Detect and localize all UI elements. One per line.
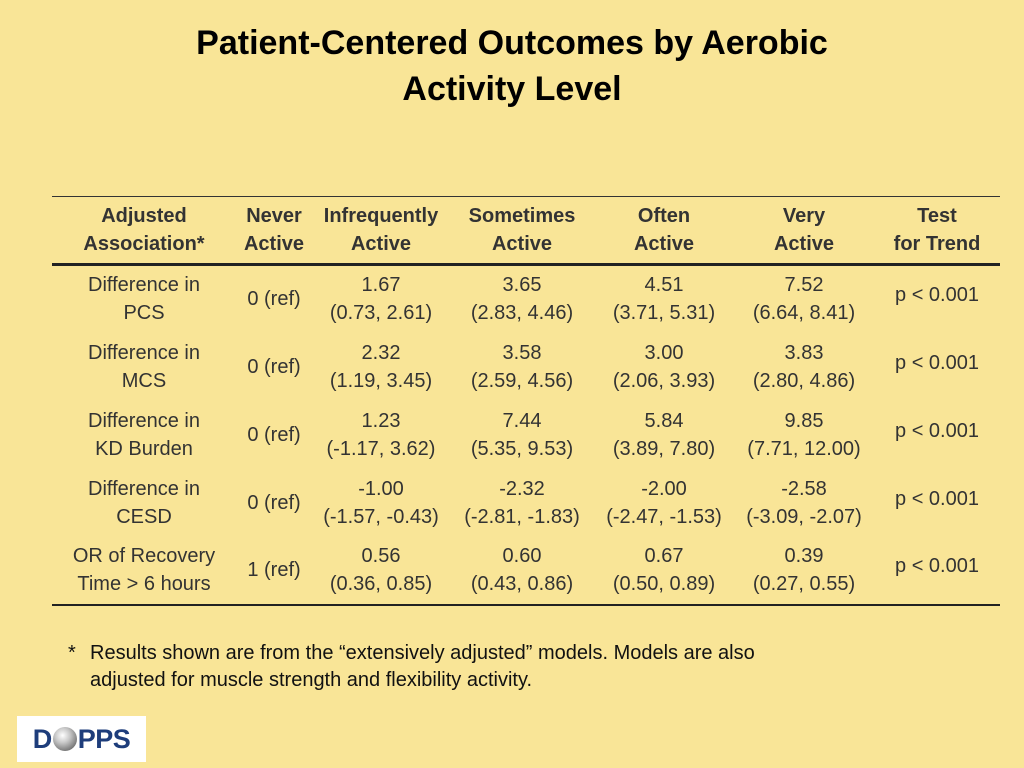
header-very-active: Very Active — [773, 205, 835, 255]
table-row: Difference in CESD 0 (ref) -1.00 (-1.57, -… — [52, 469, 1000, 537]
estimate-cell: 7.52 (6.64, 8.41) — [752, 274, 856, 325]
trend-p-value: p < 0.001 — [895, 487, 979, 510]
estimate-cell: 1.67 (0.73, 2.61) — [329, 274, 433, 325]
estimate-cell: 3.58 (2.59, 4.56) — [470, 341, 574, 392]
table-row: Difference in MCS 0 (ref) 2.32 (1.19, 3.45… — [52, 333, 1000, 401]
table-body: Difference in PCS 0 (ref) 1.67 (0.73, 2.61… — [52, 265, 1000, 605]
slide-title-line-2: Activity Level — [402, 70, 622, 108]
table-header: Adjusted Association* Never Active Infrequ… — [52, 196, 1000, 265]
estimate-cell: 0.39 (0.27, 0.55) — [752, 545, 856, 595]
estimate-cell: 2.32 (1.19, 3.45) — [329, 341, 433, 392]
footnote: * Results shown are from the “extensivel… — [68, 640, 888, 694]
estimate-cell: 5.84 (3.89, 7.80) — [612, 409, 716, 460]
logo-text-left: D — [32, 723, 53, 754]
reference-cell: 0 (ref) — [247, 288, 301, 311]
results-table: Adjusted Association* Never Active Infrequ… — [52, 196, 1000, 606]
footnote-line-2: adjusted for muscle strength and flexibi… — [90, 669, 533, 691]
row-label: Difference in KD Burden — [88, 409, 200, 460]
row-label: Difference in MCS — [88, 341, 200, 392]
row-label: OR of Recovery Time > 6 hours — [72, 545, 216, 595]
header-sometimes-active: Sometimes Active — [468, 205, 576, 255]
estimate-cell: -2.58 (-3.09, -2.07) — [746, 477, 862, 528]
estimate-cell: 0.56 (0.36, 0.85) — [329, 545, 433, 595]
trend-p-value: p < 0.001 — [895, 284, 979, 307]
estimate-cell: 4.51 (3.71, 5.31) — [612, 274, 716, 325]
estimate-cell: 3.65 (2.83, 4.46) — [470, 274, 574, 325]
trend-p-value: p < 0.001 — [895, 555, 979, 577]
reference-cell: 0 (ref) — [247, 491, 301, 514]
header-adjusted-association: Adjusted Association* — [83, 205, 205, 255]
table-row: OR of Recovery Time > 6 hours 1 (ref) 0.5… — [52, 537, 1000, 605]
estimate-cell: 3.83 (2.80, 4.86) — [752, 341, 856, 392]
globe-icon — [52, 727, 77, 751]
slide-title: Patient-Centered Outcomes by Aerobic Act… — [0, 20, 1024, 112]
table-row: Difference in PCS 0 (ref) 1.67 (0.73, 2.61… — [52, 265, 1000, 333]
estimate-cell: -2.32 (-2.81, -1.83) — [464, 477, 580, 528]
header-often-active: Often Active — [633, 205, 695, 255]
header-row: Adjusted Association* Never Active Infrequ… — [52, 196, 1000, 265]
dopps-logo: D PPS — [17, 716, 146, 762]
estimate-cell: 7.44 (5.35, 9.53) — [470, 409, 574, 460]
header-infrequently-active: Infrequently Active — [323, 205, 439, 255]
slide-title-line-1: Patient-Centered Outcomes by Aerobic — [196, 24, 828, 62]
row-label: Difference in CESD — [88, 477, 200, 528]
estimate-cell: 0.60 (0.43, 0.86) — [470, 545, 574, 595]
footnote-text: Results shown are from the “extensively … — [90, 640, 888, 694]
header-never-active: Never Active — [243, 205, 305, 255]
table-row: Difference in KD Burden 0 (ref) 1.23 (-1.1… — [52, 401, 1000, 469]
reference-cell: 0 (ref) — [247, 355, 301, 378]
estimate-cell: 0.67 (0.50, 0.89) — [612, 545, 716, 595]
footnote-line-1: Results shown are from the “extensively … — [90, 642, 755, 664]
reference-cell: 1 (ref) — [247, 559, 301, 581]
estimate-cell: 9.85 (7.71, 12.00) — [747, 409, 861, 460]
footnote-marker: * — [68, 642, 76, 664]
logo-text-right: PPS — [77, 723, 131, 754]
row-label: Difference in PCS — [88, 274, 200, 325]
reference-cell: 0 (ref) — [247, 423, 301, 446]
trend-p-value: p < 0.001 — [895, 351, 979, 374]
estimate-cell: -1.00 (-1.57, -0.43) — [323, 477, 439, 528]
estimate-cell: 1.23 (-1.17, 3.62) — [326, 409, 436, 460]
estimate-cell: -2.00 (-2.47, -1.53) — [606, 477, 722, 528]
trend-p-value: p < 0.001 — [895, 419, 979, 442]
estimate-cell: 3.00 (2.06, 3.93) — [612, 341, 716, 392]
header-test-for-trend: Test for Trend — [893, 205, 981, 255]
